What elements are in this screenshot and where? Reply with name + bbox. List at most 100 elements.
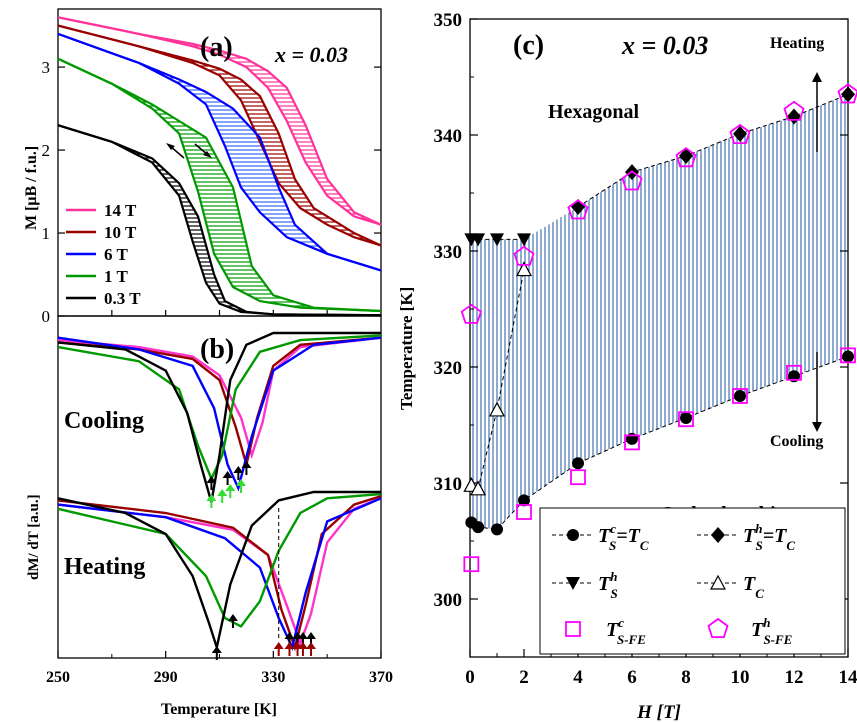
magnetization-cooling-curve-0: [57, 16, 382, 226]
phase-point-5-3: [621, 170, 643, 191]
hysteresis-fill-1: [58, 25, 381, 246]
phase-point-4-7: [840, 347, 856, 364]
panel-a-ytick-label-2: 2: [42, 141, 51, 160]
magnetization-cooling-curve-2: [57, 32, 382, 272]
heating-label: Heating: [64, 554, 145, 580]
c-legend-label-4: Tc S-FE: [606, 615, 646, 647]
c-legend-label-1: Th S=TC: [743, 521, 795, 553]
phase-point-3-2: [488, 401, 506, 417]
panel-c-label: (c): [513, 30, 544, 61]
panel-c-ytick-label-4: 340: [434, 126, 463, 147]
panel-b-xtick-label-3: 370: [369, 669, 393, 686]
panel-c-ytick-label-0: 300: [434, 590, 463, 611]
two-phase-region: [471, 94, 848, 530]
phase-point-0-2: [491, 523, 503, 536]
phase-point-4-0: [463, 556, 480, 573]
legend-label-4: 0.3 T: [104, 289, 141, 308]
phase-point-5-5: [729, 123, 751, 145]
hysteresis-fill-3: [58, 58, 381, 311]
phase-point-4-1: [516, 504, 532, 520]
panel-c-ytick-label-3: 330: [434, 242, 463, 263]
panel-a-annotation: x = 0.03: [274, 42, 348, 67]
dmdt-heating-curve-2: [57, 497, 382, 652]
panel-b-ylabel: dM/ dT [a.u.]: [26, 494, 42, 580]
cooling-peak-arrow-black-0: [206, 476, 217, 483]
phase-line-0: [471, 356, 849, 530]
heating-peak-arrow-red-3: [297, 642, 308, 649]
phase-point-2-2: [490, 233, 504, 247]
phase-point-1-3: [733, 125, 747, 142]
phase-point-4-2: [570, 469, 586, 486]
legend-label-1: 10 T: [104, 223, 137, 242]
phase-point-2-3: [517, 233, 531, 247]
heating-peak-arrow-black-2: [284, 632, 295, 639]
c-legend-marker-2: [566, 577, 580, 590]
cooling-peak-arrow-green-3: [236, 479, 247, 486]
magnetization-heating-curve-4: [57, 124, 382, 317]
panel-a: 0 1 2 3 (a) x = 0.03 M [μB / f.u.] 14 T 10 T…: [23, 8, 382, 326]
c-legend-marker-1: [711, 527, 725, 543]
phase-point-5-7: [837, 83, 857, 104]
legend-label-3: 1 T: [104, 267, 128, 286]
dmdt-heating-curve-3: [57, 492, 382, 628]
panel-c-xtick-label-0: 0: [465, 667, 475, 688]
cooling-label: Cooling: [64, 408, 144, 434]
panel-c-xlabel: H [T]: [636, 702, 681, 722]
legend-label-0: 14 T: [104, 201, 137, 220]
dmdt-cooling-curve-1: [57, 336, 382, 465]
magnetization-cooling-curve-3: [57, 57, 382, 313]
cooling-region-label: Cooling: [770, 433, 823, 450]
heating-cooling-arrows: [166, 143, 212, 159]
phase-point-2-1: [471, 233, 486, 247]
phase-point-5-0: [460, 303, 482, 324]
panel-c-ytick-label-2: 320: [434, 358, 463, 379]
panel-a-ytick-label-1: 1: [42, 224, 51, 243]
phase-point-1-5: [841, 86, 855, 103]
panel-c-xtick-label-4: 8: [681, 667, 691, 688]
cooling-peak-arrow-black-3: [241, 461, 252, 468]
panel-c-annotation: x = 0.03: [621, 31, 708, 60]
cooling-peak-arrow-green-1: [217, 489, 228, 496]
heating-arrow: [812, 72, 822, 152]
panel-c-xtick-label-7: 14: [839, 667, 857, 688]
panel-c: 300 310 320 330 340 350 0 2 4 6 8 10 12 14 (c) x = 0.…: [397, 10, 857, 722]
phase-point-5-1: [513, 245, 535, 266]
dmdt-heating-curve-0: [57, 497, 382, 647]
legend-label-2: 6 T: [104, 245, 128, 264]
magnetization-heating-curve-2: [57, 32, 382, 272]
panel-c-ytick-label-1: 310: [434, 474, 463, 495]
panel-c-xtick-label-6: 12: [785, 667, 804, 688]
phase-point-0-4: [572, 457, 584, 470]
magnetization-heating-curve-0: [57, 16, 382, 226]
dmdt-heating-curve-1: [57, 495, 382, 652]
dmdt-cooling-curve-2: [57, 336, 382, 492]
heating-peak-arrow-red-0: [273, 642, 284, 649]
heating-peak-arrow-black-5: [306, 632, 317, 639]
heating-peak-arrow-black-4: [297, 632, 308, 639]
panel-c-xtick-label-2: 4: [573, 667, 583, 688]
phase-point-4-5: [732, 388, 748, 404]
c-legend-marker-5: [707, 617, 729, 638]
magnetization-heating-curve-1: [57, 24, 382, 247]
panel-b-xtick-label-0: 250: [46, 669, 70, 686]
magnetization-heating-curve-3: [57, 57, 382, 313]
panel-c-xtick-label-1: 2: [519, 667, 529, 688]
phase-point-4-4: [678, 411, 694, 428]
panel-c-xtick-label-3: 6: [627, 667, 637, 688]
panel-b-xlabel: Temperature [K]: [161, 701, 277, 718]
cooling-peak-arrow-green-2: [225, 484, 236, 491]
phase-point-5-2: [567, 199, 589, 220]
dmdt-cooling-curve-0: [57, 336, 382, 460]
phase-point-4-3: [624, 434, 640, 451]
panel-c-legend: Tc S=TC Th S=TC Th S TC Tc S-FE Th S-FE: [539, 507, 846, 655]
cooling-arrow: [812, 352, 822, 432]
phase-point-0-7: [734, 390, 746, 402]
phase-point-3-3: [515, 261, 533, 277]
heating-peak-arrow-red-1: [284, 642, 295, 649]
panel-a-ytick-label-3: 3: [42, 58, 51, 77]
phase-point-0-6: [680, 412, 692, 425]
panel-a-ytick-label-0: 0: [42, 307, 51, 326]
phase-point-0-1: [472, 521, 485, 534]
phase-point-5-6: [783, 100, 805, 121]
